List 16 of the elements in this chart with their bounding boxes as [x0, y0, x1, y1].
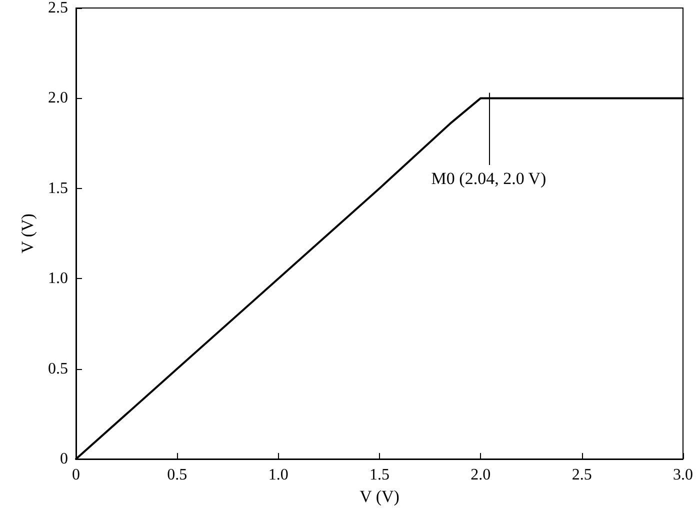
y-tick-label: 1.5 — [48, 180, 68, 197]
x-tick-label: 2.0 — [470, 466, 491, 484]
y-tick-label: 1.0 — [48, 270, 68, 288]
y-tick-label: 0 — [60, 450, 68, 468]
y-tick-label: 0.5 — [48, 360, 68, 378]
y-axis-title: V (V) — [18, 214, 37, 254]
x-tick-label: 2.5 — [572, 466, 592, 484]
x-tick-label: 0 — [72, 466, 80, 484]
x-tick-label: 3.0 — [673, 466, 693, 484]
y-tick-label: 2.0 — [48, 90, 68, 107]
x-tick-label: 0.5 — [167, 466, 188, 484]
annotation: M0 (2.04, 2.0 V) — [431, 168, 546, 188]
x-axis-title: V (V) — [360, 486, 400, 506]
x-tick-label: 1.5 — [370, 466, 390, 484]
x-tick-label: 1.0 — [268, 466, 288, 484]
y-tick-label: 2.5 — [48, 0, 68, 16]
